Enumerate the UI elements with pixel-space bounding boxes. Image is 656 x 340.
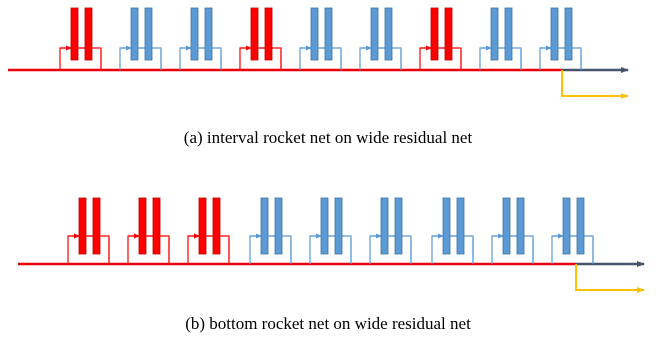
layer-bar (92, 197, 101, 255)
skip-connection (67, 235, 110, 264)
layer-bar (576, 197, 585, 255)
skip-connection (187, 235, 230, 264)
layer-bar (264, 7, 273, 61)
layer-bar (274, 197, 283, 255)
layer-bar (84, 7, 93, 61)
layer-bar (320, 197, 329, 255)
layer-bar (334, 197, 343, 255)
skip-connection (119, 47, 162, 70)
layer-bar (130, 7, 139, 61)
layer-bar (138, 197, 147, 255)
layer-bar (504, 7, 513, 61)
residual-block (179, 7, 222, 70)
layer-bar (430, 7, 439, 61)
diagram-bottom-rocket (18, 197, 645, 293)
layer-bar (324, 7, 333, 61)
skip-connection (127, 235, 170, 264)
layer-bar (370, 7, 379, 61)
diagram-interval-rocket (8, 7, 629, 99)
layer-bar (78, 197, 87, 255)
skip-connection (359, 47, 402, 70)
residual-block (479, 7, 522, 70)
branch-arrow (575, 264, 645, 293)
layer-bar (212, 197, 221, 255)
skip-connection (369, 235, 412, 264)
layer-bar (562, 197, 571, 255)
layer-bar (152, 197, 161, 255)
skip-connection (59, 47, 102, 70)
layer-bar (190, 7, 199, 61)
layer-bar (564, 7, 573, 61)
layer-bar (144, 7, 153, 61)
layer-bar (502, 197, 511, 255)
layer-bar (516, 197, 525, 255)
skip-connection (539, 47, 582, 70)
caption-interval-rocket-net: (a) interval rocket net on wide residual… (183, 128, 473, 147)
skip-connection (479, 47, 522, 70)
rocket-block (239, 7, 282, 70)
layer-bar (250, 7, 259, 61)
rocket-block (59, 7, 102, 70)
layer-bar (394, 197, 403, 255)
layer-bar (310, 7, 319, 61)
residual-block (491, 197, 534, 264)
layer-bar (380, 197, 389, 255)
skip-connection (239, 47, 282, 70)
skip-connection (299, 47, 342, 70)
layer-bar (384, 7, 393, 61)
layer-bar (70, 7, 79, 61)
residual-block (431, 197, 474, 264)
rocket-block (419, 7, 462, 70)
layer-bar (204, 7, 213, 61)
skip-connection (491, 235, 534, 264)
layer-bar (442, 197, 451, 255)
layer-bar (260, 197, 269, 255)
residual-block (119, 7, 162, 70)
branch-arrow (561, 70, 629, 99)
layer-bar (550, 7, 559, 61)
rocket-block (67, 197, 110, 264)
layer-bar (490, 7, 499, 61)
residual-block (309, 197, 352, 264)
rocket-block (127, 197, 170, 264)
skip-connection (309, 235, 352, 264)
residual-block (359, 7, 402, 70)
skip-connection (249, 235, 292, 264)
residual-block (539, 7, 582, 70)
residual-block (249, 197, 292, 264)
skip-connection (419, 47, 462, 70)
layer-bar (456, 197, 465, 255)
layer-bar (444, 7, 453, 61)
residual-block (551, 197, 594, 264)
layer-bar (198, 197, 207, 255)
skip-connection (551, 235, 594, 264)
caption-bottom-rocket-net: (b) bottom rocket net on wide residual n… (185, 314, 471, 333)
residual-block (299, 7, 342, 70)
rocket-block (187, 197, 230, 264)
skip-connection (179, 47, 222, 70)
skip-connection (431, 235, 474, 264)
residual-block (369, 197, 412, 264)
